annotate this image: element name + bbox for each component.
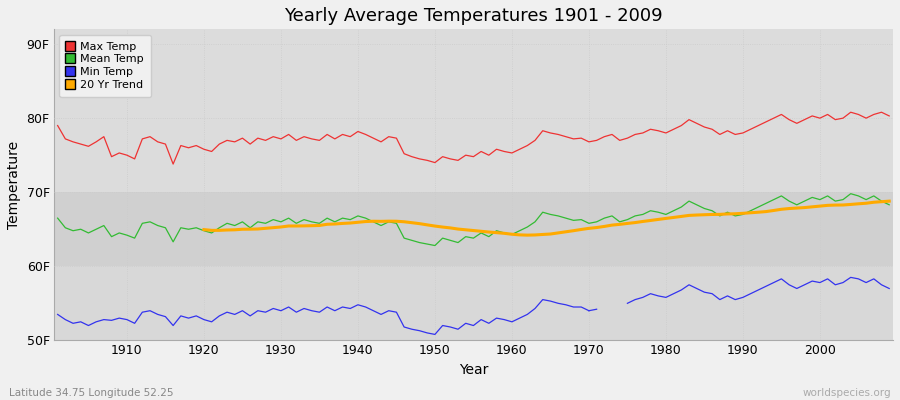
Text: worldspecies.org: worldspecies.org <box>803 388 891 398</box>
Bar <box>54 192 893 266</box>
Bar <box>54 29 893 192</box>
Title: Yearly Average Temperatures 1901 - 2009: Yearly Average Temperatures 1901 - 2009 <box>284 7 662 25</box>
Bar <box>54 266 893 340</box>
Legend: Max Temp, Mean Temp, Min Temp, 20 Yr Trend: Max Temp, Mean Temp, Min Temp, 20 Yr Tre… <box>59 35 151 97</box>
X-axis label: Year: Year <box>459 363 488 377</box>
Y-axis label: Temperature: Temperature <box>7 141 21 229</box>
Text: Latitude 34.75 Longitude 52.25: Latitude 34.75 Longitude 52.25 <box>9 388 174 398</box>
